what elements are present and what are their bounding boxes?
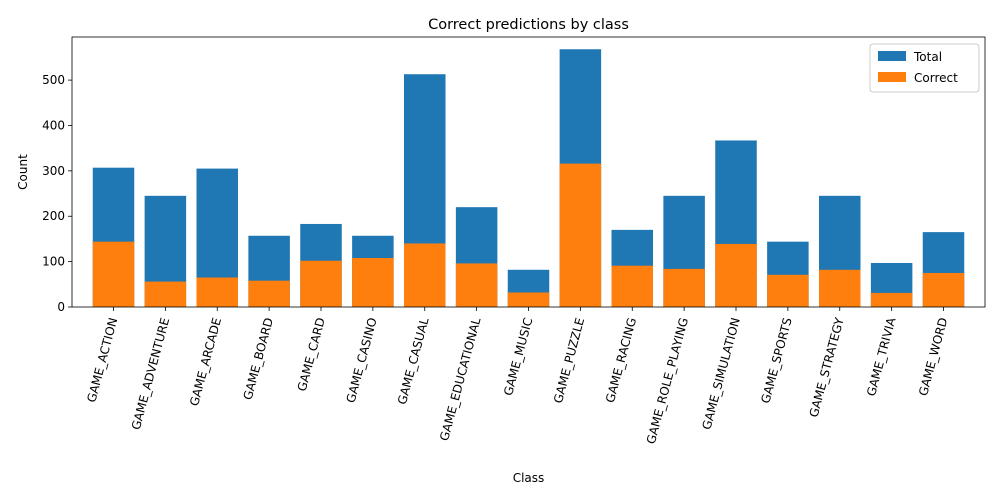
series-correct — [92, 163, 965, 307]
x-axis-label: Class — [513, 471, 545, 485]
y-axis-ticks: 0 100 200 300 400 500 — [42, 73, 72, 314]
x-tick-label: GAME_ACTION — [84, 316, 120, 404]
legend-label-total: Total — [913, 50, 942, 64]
y-tick-label: 100 — [42, 255, 65, 269]
bar-correct — [352, 257, 394, 307]
x-tick-label: GAME_PUZZLE — [551, 316, 587, 405]
y-tick-label: 300 — [42, 164, 65, 178]
x-tick-label: GAME_MUSIC — [501, 316, 535, 397]
bar-correct — [819, 269, 861, 307]
y-tick-label: 0 — [57, 300, 65, 314]
legend-swatch-total — [878, 51, 906, 61]
x-tick-label: GAME_SIMULATION — [700, 316, 743, 431]
x-tick-label: GAME_RACING — [603, 316, 639, 404]
x-tick-label: GAME_CASINO — [344, 316, 380, 404]
bar-correct — [715, 243, 757, 307]
x-tick-label: GAME_ADVENTURE — [129, 316, 172, 431]
x-tick-label: GAME_CASUAL — [395, 316, 432, 406]
bar-correct — [559, 163, 602, 307]
bar-correct — [611, 265, 653, 307]
bar-correct — [196, 277, 238, 307]
x-tick-label: GAME_ROLE_PLAYING — [644, 316, 691, 445]
legend: Total Correct — [869, 43, 980, 93]
bar-correct — [663, 268, 705, 307]
bars-group — [92, 49, 965, 307]
x-tick-label: GAME_STRATEGY — [807, 316, 847, 419]
x-tick-label: GAME_SPORTS — [758, 316, 794, 405]
series-total — [92, 49, 965, 307]
x-tick-label: GAME_CARD — [295, 316, 328, 393]
x-tick-label: GAME_WORD — [916, 316, 950, 397]
bar-correct — [92, 241, 135, 307]
bar-correct — [507, 292, 550, 307]
bar-correct — [404, 243, 446, 307]
chart-title: Correct predictions by class — [428, 17, 629, 33]
y-tick-label: 500 — [42, 73, 65, 87]
x-tick-label: GAME_TRIVIA — [864, 315, 899, 397]
bar-correct — [767, 274, 809, 307]
x-axis-ticks: GAME_ACTION GAME_ADVENTURE GAME_ARCADE GAME… — [84, 307, 950, 445]
bar-correct — [248, 280, 290, 307]
bar-correct — [455, 263, 498, 307]
bar-correct — [922, 272, 965, 307]
bar-correct — [144, 281, 187, 307]
x-tick-label: GAME_ARCADE — [187, 316, 224, 407]
bar-correct — [300, 260, 342, 307]
legend-label-correct: Correct — [914, 71, 958, 85]
y-tick-label: 200 — [42, 209, 65, 223]
x-tick-label: GAME_BOARD — [241, 316, 276, 401]
y-tick-label: 400 — [42, 118, 65, 132]
x-tick-label: GAME_EDUCATIONAL — [437, 316, 483, 442]
y-axis-label: Count — [16, 154, 30, 190]
legend-swatch-correct — [878, 72, 906, 82]
bar-correct — [870, 292, 913, 307]
